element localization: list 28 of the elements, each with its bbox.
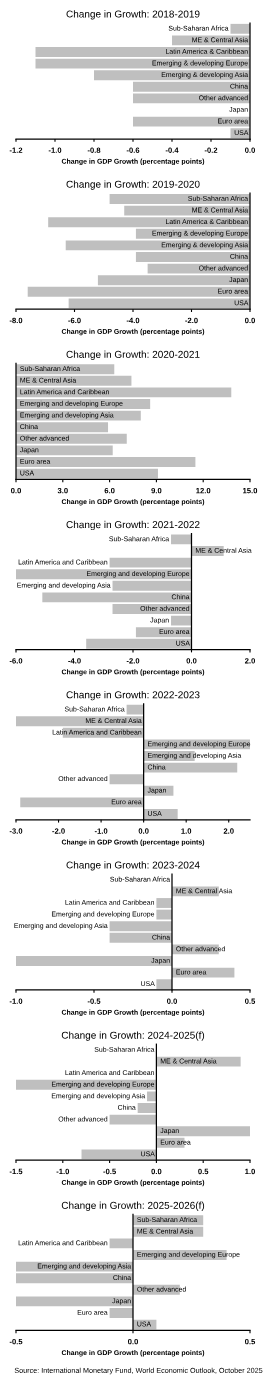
bar [81, 1149, 157, 1160]
bar [16, 956, 172, 966]
bar [20, 797, 144, 808]
chart-title: Change in Growth: 2025-2026(f) [61, 1201, 205, 1211]
bar [16, 1296, 133, 1307]
bar [156, 1126, 250, 1137]
bar [156, 979, 172, 990]
bar [109, 774, 144, 785]
bar [16, 364, 115, 375]
bar [137, 1103, 157, 1113]
chart-title: Change in Growth: 2022-2023 [66, 691, 200, 701]
bar [16, 468, 158, 479]
bar [156, 1056, 241, 1067]
chart-title: Change in Growth: 2023-2024 [66, 861, 200, 871]
bar [143, 809, 178, 819]
chart-title: Change in Growth: 2019-2020 [66, 180, 200, 190]
bar [156, 898, 172, 908]
bar [143, 762, 238, 773]
bar [109, 1308, 133, 1318]
bar [109, 932, 172, 943]
chart-title: Change in Growth: 2024-2025(f) [61, 1031, 205, 1041]
bar [109, 1238, 133, 1249]
bar [16, 457, 196, 467]
bar [109, 1114, 157, 1125]
chart-title: Change in Growth: 2021-2022 [66, 520, 200, 531]
bar [172, 967, 235, 978]
chart-title: Change in Growth: 2018-2019 [66, 10, 200, 20]
chart-title: Change in Growth: 2020-2021 [66, 350, 200, 360]
